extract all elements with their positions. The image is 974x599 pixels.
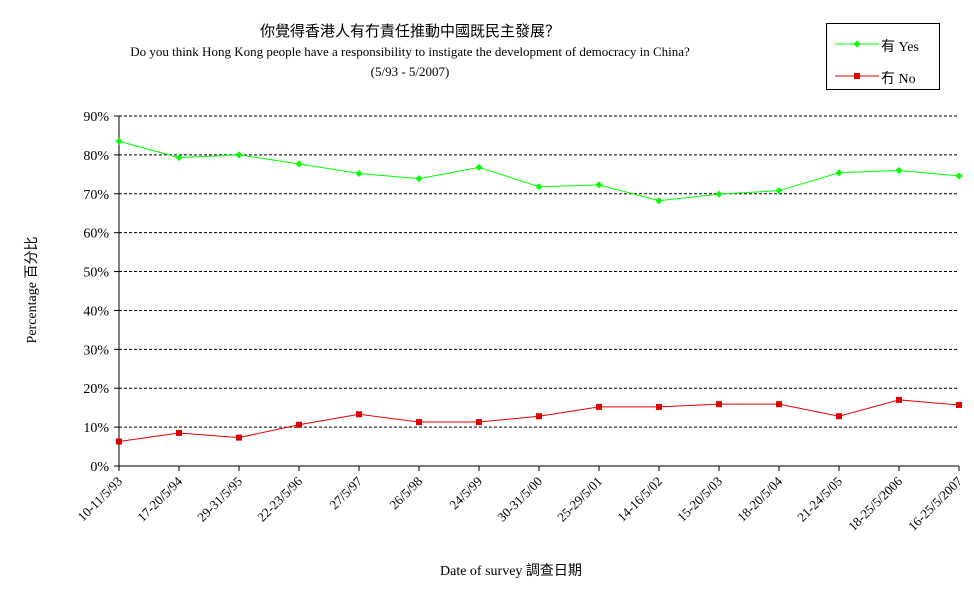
x-tick-label: 18-25/5/2006: [845, 473, 905, 533]
data-point-no: [176, 429, 182, 436]
x-tick-label: 26/5/98: [386, 474, 425, 513]
data-point-yes: [715, 190, 723, 198]
data-point-yes: [895, 166, 903, 174]
x-tick-label: 29-31/5/95: [194, 474, 245, 525]
chart-title-block: 你覺得香港人有冇責任推動中國既民主發展？ Do you think Hong K…: [110, 22, 710, 82]
x-tick-label: 30-31/5/00: [494, 474, 545, 525]
chart-title-chinese: 你覺得香港人有冇責任推動中國既民主發展？: [259, 24, 560, 40]
data-point-no: [716, 401, 722, 408]
y-tick-label: 20%: [83, 382, 109, 397]
y-tick-label: 10%: [83, 421, 109, 436]
data-point-no: [656, 403, 662, 410]
data-point-yes: [775, 187, 783, 195]
data-point-no: [536, 413, 542, 420]
data-point-no: [236, 434, 242, 441]
legend-label-no: 冇 No: [881, 72, 916, 87]
data-point-yes: [835, 169, 843, 177]
data-point-no: [296, 421, 302, 428]
y-tick-label: 40%: [83, 304, 109, 319]
data-point-no: [776, 401, 782, 408]
y-tick-label: 70%: [83, 188, 109, 203]
series-line-yes: [118, 140, 960, 202]
x-tick-label: 21-24/5/05: [794, 474, 845, 525]
series-line-no: [118, 399, 960, 442]
data-point-yes: [475, 163, 483, 171]
data-point-yes: [175, 154, 183, 162]
y-tick-label: 60%: [83, 227, 109, 242]
data-point-yes: [535, 183, 543, 191]
y-axis-title: Percentage 百分比: [25, 236, 40, 344]
x-tick-label: 16-25/5/2007: [905, 473, 965, 533]
x-tick-label: 15-20/5/03: [674, 474, 725, 525]
x-tick-label: 14-16/5/02: [614, 474, 665, 525]
x-tick-label: 24/5/99: [446, 474, 485, 513]
data-point-no: [956, 401, 962, 408]
legend-item-yes: 有 Yes: [827, 34, 939, 55]
x-tick-label: 27/5/97: [326, 473, 365, 512]
data-point-no: [476, 419, 482, 426]
chart-period: (5/93 - 5/2007): [370, 64, 450, 79]
data-point-no: [116, 438, 122, 445]
y-tick-label: 80%: [83, 149, 109, 164]
x-tick-label: 17-20/5/94: [134, 473, 185, 524]
data-point-yes: [595, 181, 603, 189]
data-point-no: [356, 411, 362, 418]
data-point-yes: [355, 170, 363, 178]
x-axis-title: Date of survey 調查日期: [440, 564, 582, 579]
data-point-yes: [415, 175, 423, 183]
legend-marker-yes: [835, 40, 879, 48]
data-point-yes: [115, 137, 123, 145]
data-point-no: [416, 419, 422, 426]
y-tick-label: 50%: [83, 266, 109, 281]
x-tick-label: 18-20/5/04: [734, 473, 785, 524]
legend-marker-no: [835, 73, 879, 79]
legend-item-no: 冇 No: [827, 66, 939, 87]
data-point-yes: [235, 151, 243, 159]
y-tick-label: 30%: [83, 343, 109, 358]
data-point-yes: [655, 197, 663, 205]
y-tick-label: 90%: [83, 110, 109, 125]
x-tick-label: 25-29/5/01: [554, 474, 605, 525]
y-tick-label: 0%: [90, 460, 109, 475]
chart-title-english: Do you think Hong Kong people have a res…: [130, 44, 690, 59]
data-point-no: [596, 403, 602, 410]
x-tick-label: 10-11/5/93: [75, 474, 126, 525]
data-point-no: [836, 413, 842, 420]
data-point-no: [896, 396, 902, 403]
x-tick-label: 22-23/5/96: [254, 473, 305, 524]
chart-legend: 有 Yes 冇 No: [826, 23, 940, 90]
legend-label-yes: 有 Yes: [881, 40, 919, 55]
data-point-yes: [955, 172, 963, 180]
data-point-yes: [295, 160, 303, 168]
